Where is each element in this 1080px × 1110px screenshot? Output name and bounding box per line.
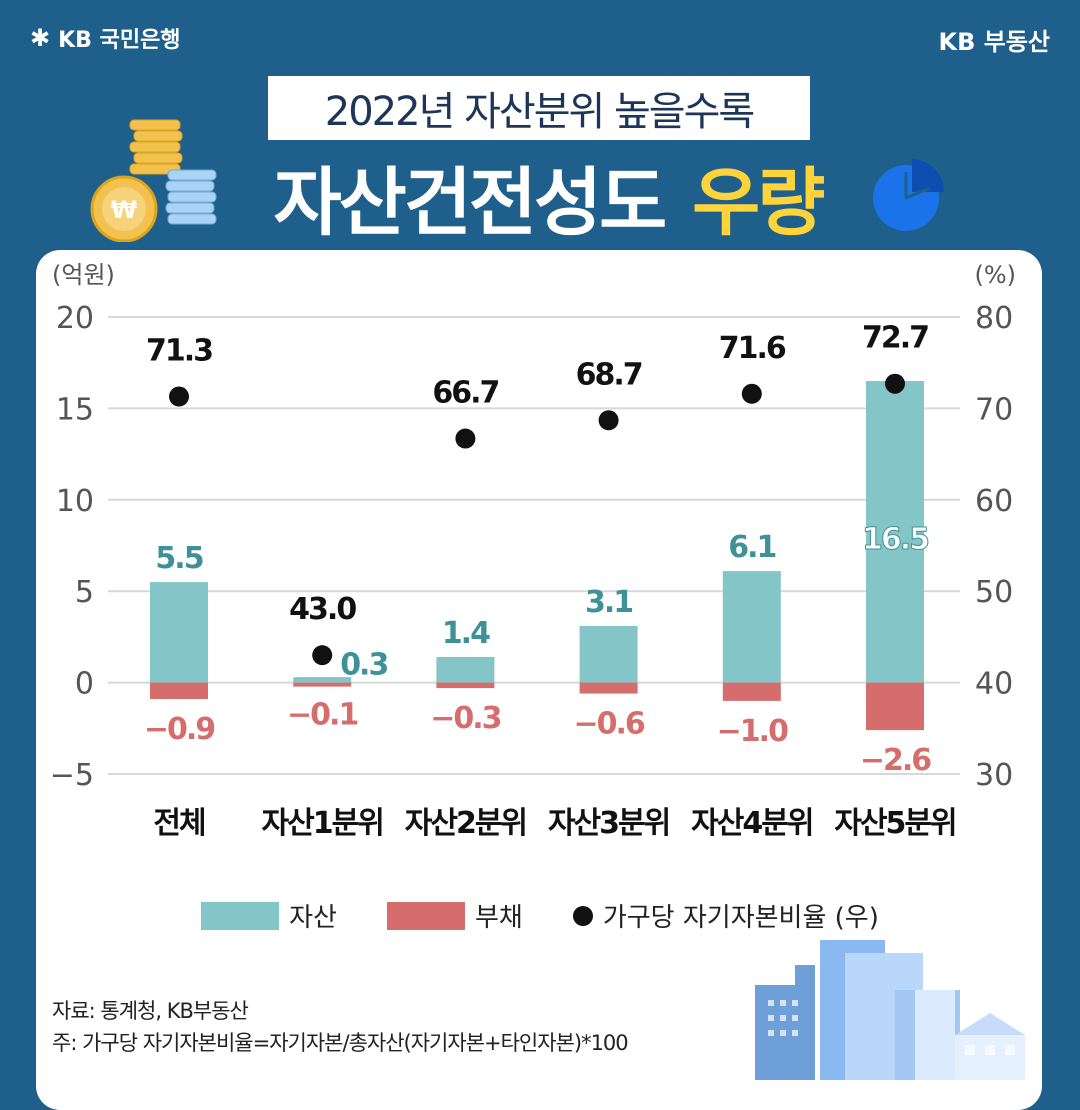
asset-bar: [579, 625, 638, 683]
equity-ratio-data-label: 71.6: [719, 331, 786, 366]
category-tick-label: 자산1분위: [262, 806, 383, 841]
asset-bar: [150, 582, 208, 683]
legend-label-assets: 자산: [289, 903, 337, 933]
debt-bar: [150, 682, 208, 700]
debt-bar: [293, 682, 352, 687]
legend-item-assets: 자산: [201, 897, 337, 934]
right-axis-unit: (%): [974, 261, 1016, 289]
equity-ratio-data-label: 43.0: [289, 592, 356, 627]
left-axis-tick-label: 20: [56, 301, 94, 336]
legend-swatch-debt: [386, 901, 465, 930]
right-axis-tick-label: 40: [975, 667, 1013, 702]
chart-legend: 자산 부채 가구당 자기자본비율 (우): [0, 897, 1080, 934]
legend-label-debt: 부채: [474, 903, 523, 933]
asset-data-label: 0.3: [340, 648, 387, 683]
equity-ratio-point: [741, 383, 762, 404]
debt-data-label: −2.6: [860, 743, 931, 778]
asset-bar: [293, 677, 352, 683]
equity-ratio-point: [312, 645, 333, 666]
legend-item-debt: 부채: [386, 897, 523, 934]
category-tick-label: 자산3분위: [548, 806, 669, 841]
right-axis-tick-label: 60: [975, 484, 1013, 519]
category-tick-label: 전체: [153, 806, 205, 841]
debt-bar: [579, 682, 638, 694]
equity-ratio-point: [885, 373, 905, 394]
won-symbol: ₩: [111, 196, 138, 224]
right-axis-tick-label: 70: [975, 392, 1013, 427]
brand-left-text: KB 국민은행: [58, 28, 181, 53]
right-axis-tick-label: 30: [975, 758, 1013, 793]
equity-ratio-point: [169, 386, 189, 407]
debt-bar: [866, 682, 924, 731]
asset-bar: [436, 657, 495, 683]
right-axis-tick-label: 80: [975, 301, 1013, 336]
asset-data-label: 5.5: [155, 541, 202, 576]
subtitle-banner: 2022년 자산분위 높을수록: [268, 76, 810, 140]
equity-ratio-point: [598, 410, 619, 431]
left-axis-unit: (억원): [52, 261, 115, 289]
debt-bar: [436, 682, 495, 689]
left-axis-tick-label: 5: [75, 575, 94, 610]
asset-data-label: 6.1: [728, 530, 775, 565]
definition-note: 주: 가구당 자기자본비율=자기자본/총자산(자기자본+타인자본)*100: [52, 1031, 629, 1055]
left-axis-tick-label: 15: [56, 392, 94, 427]
left-axis-tick-label: −5: [50, 758, 94, 793]
footnotes: 자료: 통계청, KB부동산 주: 가구당 자기자본비율=자기자본/총자산(자기…: [52, 995, 629, 1059]
kb-bank-logo: ✱ KB 국민은행: [30, 22, 181, 54]
left-axis-tick-label: 0: [75, 667, 94, 702]
source-note: 자료: 통계청, KB부동산: [52, 999, 249, 1023]
pie-chart-icon: [873, 159, 944, 231]
asset-bar: [866, 380, 924, 683]
legend-label-equity-ratio: 가구당 자기자본비율 (우): [602, 903, 879, 933]
asset-bar: [722, 571, 781, 683]
category-tick-label: 자산5분위: [834, 806, 955, 841]
category-tick-label: 자산2분위: [405, 806, 526, 841]
asset-data-label: 1.4: [442, 616, 490, 651]
asset-data-label: 16.5: [862, 522, 928, 557]
equity-ratio-data-label: 71.3: [146, 334, 212, 369]
debt-data-label: −0.1: [287, 698, 357, 733]
debt-data-label: −0.3: [430, 701, 500, 736]
debt-data-label: −1.0: [717, 714, 788, 749]
legend-item-equity-ratio: 가구당 자기자본비율 (우): [572, 897, 879, 934]
equity-ratio-data-label: 66.7: [432, 376, 498, 411]
page-title: 자산건전성도 우량: [228, 146, 868, 246]
debt-bar: [722, 682, 781, 701]
left-axis-tick-label: 10: [56, 484, 94, 519]
debt-data-label: −0.6: [573, 707, 644, 742]
city-buildings-icon: [755, 940, 1025, 1080]
kb-realestate-logo: KB 부동산: [938, 28, 1051, 56]
legend-swatch-assets: [201, 901, 280, 930]
asset-data-label: 3.1: [585, 585, 632, 620]
debt-data-label: −0.9: [144, 712, 214, 747]
coin-stack-icon: ₩: [90, 119, 217, 242]
right-axis-tick-label: 50: [975, 575, 1013, 610]
equity-ratio-data-label: 68.7: [576, 357, 642, 392]
legend-dot-equity-ratio: [572, 905, 593, 926]
equity-ratio-point: [455, 428, 476, 449]
headline-main: 자산건전성도: [273, 159, 667, 246]
equity-ratio-data-label: 72.7: [862, 321, 928, 356]
headline-highlight: 우량: [692, 159, 825, 246]
category-tick-label: 자산4분위: [691, 806, 812, 841]
combo-chart: −5 0 5 10 15 20 30 40 50 60 70 80 (억원) (%) 5.5 −0.9 71.3…: [50, 261, 1016, 841]
subtitle-text: 2022년 자산분위 높을수록: [324, 89, 755, 135]
star-icon: ✱: [30, 24, 51, 52]
